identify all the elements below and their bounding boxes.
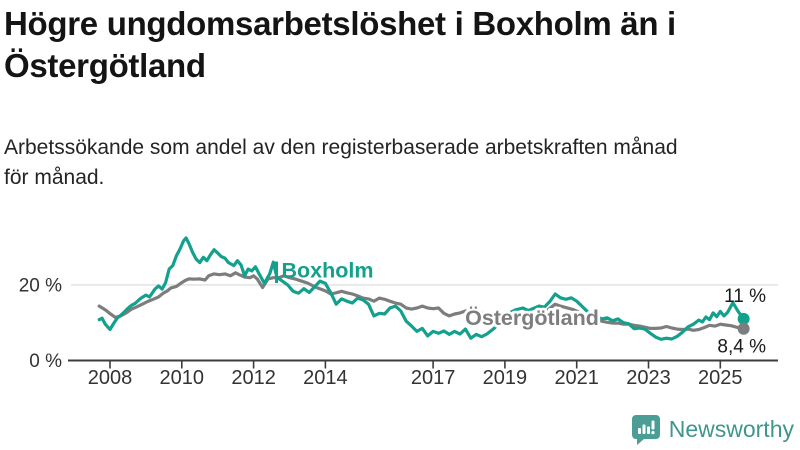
x-tick-label-2017: 2017 bbox=[411, 367, 456, 389]
end-value-label-östergötland: 8,4 % bbox=[717, 337, 766, 358]
chart-header: Högre ungdomsarbetslöshet i Boxholm än i… bbox=[4, 0, 796, 87]
end-dot-östergötland bbox=[737, 322, 750, 335]
newsworthy-icon bbox=[631, 415, 660, 445]
end-value-label-boxholm: 11 % bbox=[724, 286, 766, 307]
x-tick-label-2010: 2010 bbox=[160, 367, 205, 389]
subtitle-line-1: Arbetssökande som andel av den registerb… bbox=[4, 136, 678, 159]
x-tick-label-2021: 2021 bbox=[554, 367, 599, 389]
series-line-östergötland bbox=[97, 271, 746, 332]
title-line-1: Högre ungdomsarbetslöshet i Boxholm än i bbox=[4, 5, 676, 42]
series-label-boxholm: Boxholm bbox=[282, 259, 374, 283]
x-tick-label-2014: 2014 bbox=[303, 367, 348, 389]
x-tick-label-2019: 2019 bbox=[483, 367, 528, 389]
chart-subtitle: Arbetssökande som andel av den registerb… bbox=[4, 133, 784, 193]
series-line-boxholm bbox=[97, 236, 746, 341]
end-dot-boxholm bbox=[737, 312, 750, 325]
x-tick-label-2012: 2012 bbox=[231, 367, 276, 389]
y-tick-label-20: 20 % bbox=[19, 275, 62, 296]
x-tick-label-2008: 2008 bbox=[88, 367, 133, 389]
newsworthy-logo[interactable]: Newsworthy bbox=[631, 414, 794, 445]
chart-title: Högre ungdomsarbetslöshet i Boxholm än i… bbox=[4, 0, 796, 87]
x-tick-label-2025: 2025 bbox=[698, 367, 743, 389]
newsworthy-wordmark: Newsworthy bbox=[668, 416, 794, 442]
x-tick-label-2023: 2023 bbox=[626, 367, 671, 389]
subtitle-line-2: för månad. bbox=[4, 166, 105, 189]
title-line-2: Östergötland bbox=[4, 47, 206, 84]
y-tick-label-0: 0 % bbox=[29, 351, 62, 372]
series-label-östergötland: Östergötland bbox=[465, 305, 599, 330]
